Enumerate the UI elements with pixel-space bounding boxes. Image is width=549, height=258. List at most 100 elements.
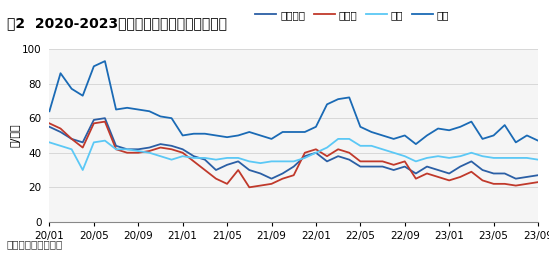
肋排 — [312, 125, 319, 128]
二号肉 — [124, 151, 131, 154]
去颈前排 — [357, 165, 363, 168]
二号肉 — [413, 177, 419, 180]
猪蹄 — [191, 156, 197, 159]
二号肉 — [490, 182, 497, 186]
去颈前排 — [191, 155, 197, 158]
猪蹄 — [180, 155, 186, 158]
二号肉 — [102, 120, 108, 123]
猪蹄 — [201, 156, 208, 159]
肋排 — [301, 131, 308, 134]
肋排 — [368, 131, 375, 134]
猪蹄 — [468, 151, 475, 154]
肋排 — [268, 137, 275, 140]
去颈前排 — [257, 172, 264, 175]
肋排 — [435, 127, 441, 130]
二号肉 — [180, 151, 186, 154]
Y-axis label: 元/公斤: 元/公斤 — [9, 124, 19, 147]
肋排 — [513, 141, 519, 144]
猪蹄 — [535, 158, 541, 161]
去颈前排 — [346, 158, 352, 161]
二号肉 — [524, 182, 530, 186]
猪蹄 — [57, 144, 64, 147]
肋排 — [224, 136, 231, 139]
Text: 图2  2020-2023年国内重点分割品价格走势图: 图2 2020-2023年国内重点分割品价格走势图 — [7, 16, 227, 30]
二号肉 — [235, 168, 242, 172]
肋排 — [57, 72, 64, 75]
去颈前排 — [157, 142, 164, 146]
二号肉 — [501, 182, 508, 186]
去颈前排 — [335, 155, 341, 158]
肋排 — [257, 134, 264, 137]
去颈前排 — [524, 175, 530, 179]
二号肉 — [424, 172, 430, 175]
猪蹄 — [80, 168, 86, 172]
二号肉 — [157, 146, 164, 149]
去颈前排 — [46, 125, 53, 128]
猪蹄 — [301, 156, 308, 159]
肋排 — [324, 103, 330, 106]
去颈前排 — [102, 117, 108, 120]
肋排 — [113, 108, 119, 111]
二号肉 — [146, 149, 153, 152]
二号肉 — [46, 122, 53, 125]
猪蹄 — [246, 160, 253, 163]
猪蹄 — [413, 160, 419, 163]
去颈前排 — [224, 163, 231, 166]
去颈前排 — [246, 168, 253, 172]
肋排 — [335, 98, 341, 101]
猪蹄 — [212, 158, 219, 161]
猪蹄 — [479, 155, 486, 158]
二号肉 — [68, 137, 75, 140]
去颈前排 — [446, 172, 452, 175]
二号肉 — [479, 179, 486, 182]
去颈前排 — [368, 165, 375, 168]
二号肉 — [201, 168, 208, 172]
肋排 — [401, 134, 408, 137]
肋排 — [346, 96, 352, 99]
猪蹄 — [290, 160, 297, 163]
二号肉 — [80, 146, 86, 149]
肋排 — [490, 134, 497, 137]
猪蹄 — [401, 155, 408, 158]
猪蹄 — [146, 151, 153, 154]
二号肉 — [468, 170, 475, 173]
去颈前排 — [279, 172, 286, 175]
去颈前排 — [479, 168, 486, 172]
肋排 — [479, 137, 486, 140]
肋排 — [80, 94, 86, 97]
猪蹄 — [312, 151, 319, 154]
去颈前排 — [168, 144, 175, 147]
去颈前排 — [201, 158, 208, 161]
肋排 — [91, 65, 97, 68]
肋排 — [501, 124, 508, 127]
猪蹄 — [157, 155, 164, 158]
肋排 — [457, 125, 463, 128]
二号肉 — [113, 148, 119, 151]
去颈前排 — [312, 151, 319, 154]
肋排 — [168, 117, 175, 120]
去颈前排 — [301, 155, 308, 158]
Line: 去颈前排: 去颈前排 — [49, 118, 538, 179]
Legend: 去颈前排, 二号肉, 猪蹄, 肋排: 去颈前排, 二号肉, 猪蹄, 肋排 — [251, 6, 453, 24]
肋排 — [180, 134, 186, 137]
二号肉 — [368, 160, 375, 163]
去颈前排 — [80, 141, 86, 144]
猪蹄 — [368, 144, 375, 147]
肋排 — [379, 134, 386, 137]
去颈前排 — [379, 165, 386, 168]
去颈前排 — [490, 172, 497, 175]
肋排 — [424, 134, 430, 137]
去颈前排 — [68, 137, 75, 140]
肋排 — [235, 134, 242, 137]
猪蹄 — [257, 162, 264, 165]
肋排 — [279, 131, 286, 134]
肋排 — [212, 134, 219, 137]
猪蹄 — [113, 148, 119, 151]
猪蹄 — [279, 160, 286, 163]
猪蹄 — [490, 156, 497, 159]
去颈前排 — [146, 146, 153, 149]
猪蹄 — [390, 151, 397, 154]
猪蹄 — [335, 137, 341, 140]
Text: 数据来源：卓创资讯: 数据来源：卓创资讯 — [7, 239, 63, 249]
去颈前排 — [290, 165, 297, 168]
